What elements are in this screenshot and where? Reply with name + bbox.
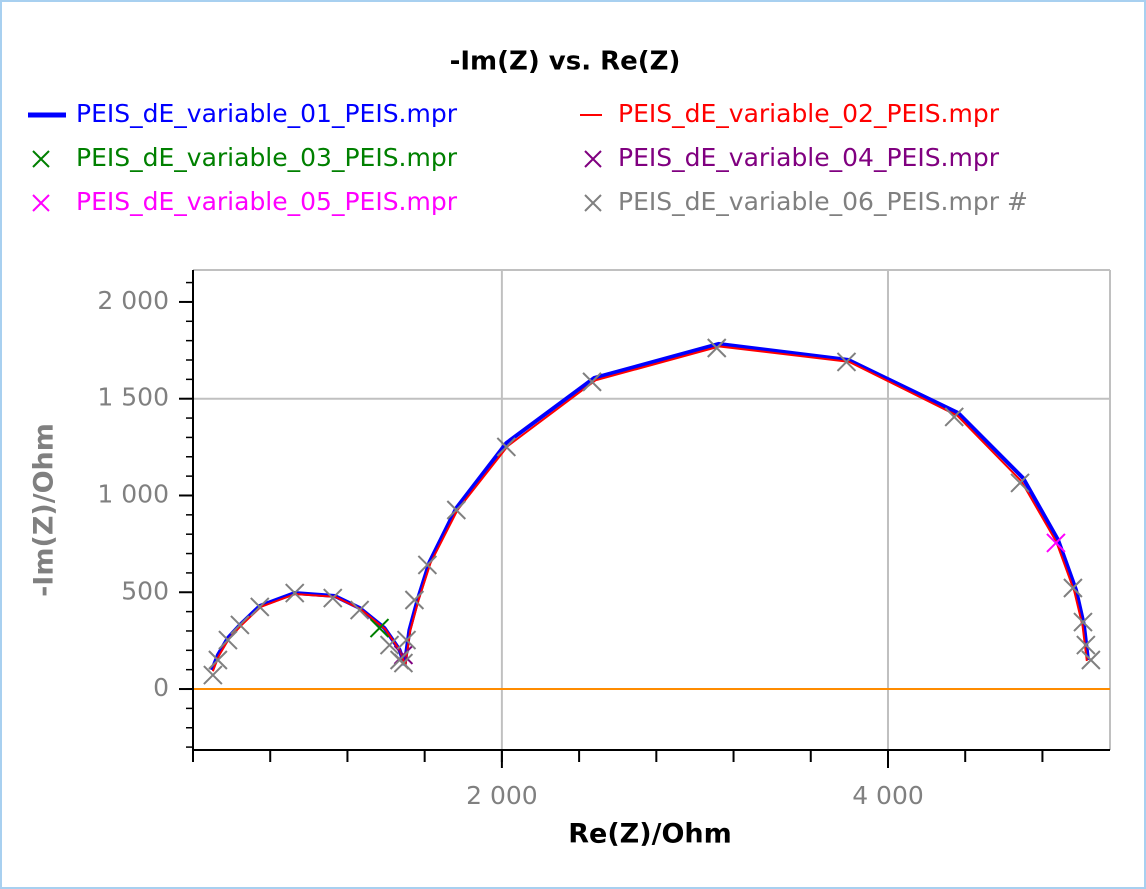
y-tick-label: 2 000 [97,286,169,315]
y-tick-label: 0 [153,673,169,702]
series-marker [496,437,517,457]
series-marker [836,352,857,372]
series-marker [582,372,602,392]
y-tick-label: 500 [121,576,169,605]
legend-symbol [584,150,602,168]
series-marker [1073,612,1093,632]
series-marker [1063,578,1083,598]
legend-label: PEIS_dE_variable_02_PEIS.mpr [618,99,1000,128]
series-marker [707,338,727,358]
series-marker [218,630,238,650]
series-marker [446,500,467,520]
legend-label: PEIS_dE_variable_03_PEIS.mpr [76,143,458,172]
series-marker [250,597,270,617]
legend-label: PEIS_dE_variable_06_PEIS.mpr # [618,187,1028,216]
series-marker [349,600,370,620]
chart-title: -Im(Z) vs. Re(Z) [450,47,681,77]
x-tick-label: 4 000 [852,781,924,810]
series-marker [379,635,400,655]
series-marker [417,555,438,575]
series-marker [404,590,425,610]
series-marker [1010,473,1030,493]
legend-symbol [32,150,50,168]
series-marker [230,615,250,635]
x-tick-label: 2 000 [466,781,538,810]
series-marker [1046,533,1066,553]
x-axis-label: Re(Z)/Ohm [568,819,732,850]
series-marker [369,618,390,638]
series-marker [1081,650,1101,670]
y-tick-label: 1 500 [97,383,169,412]
legend-symbol [32,194,50,212]
series-marker [396,630,417,650]
series-marker [323,588,343,608]
legend-label: PEIS_dE_variable_05_PEIS.mpr [76,187,458,216]
series-marker [208,650,228,670]
y-tick-label: 1 000 [97,479,169,508]
series-marker [1076,635,1096,655]
series-marker [944,407,964,427]
legend-label: PEIS_dE_variable_01_PEIS.mpr [76,99,458,128]
series-marker [203,665,223,685]
y-axis-label: -Im(Z)/Ohm [29,423,60,597]
series-marker [393,653,414,673]
legend-symbol [584,194,602,212]
series-marker [285,583,305,603]
legend-label: PEIS_dE_variable_04_PEIS.mpr [618,143,1000,172]
